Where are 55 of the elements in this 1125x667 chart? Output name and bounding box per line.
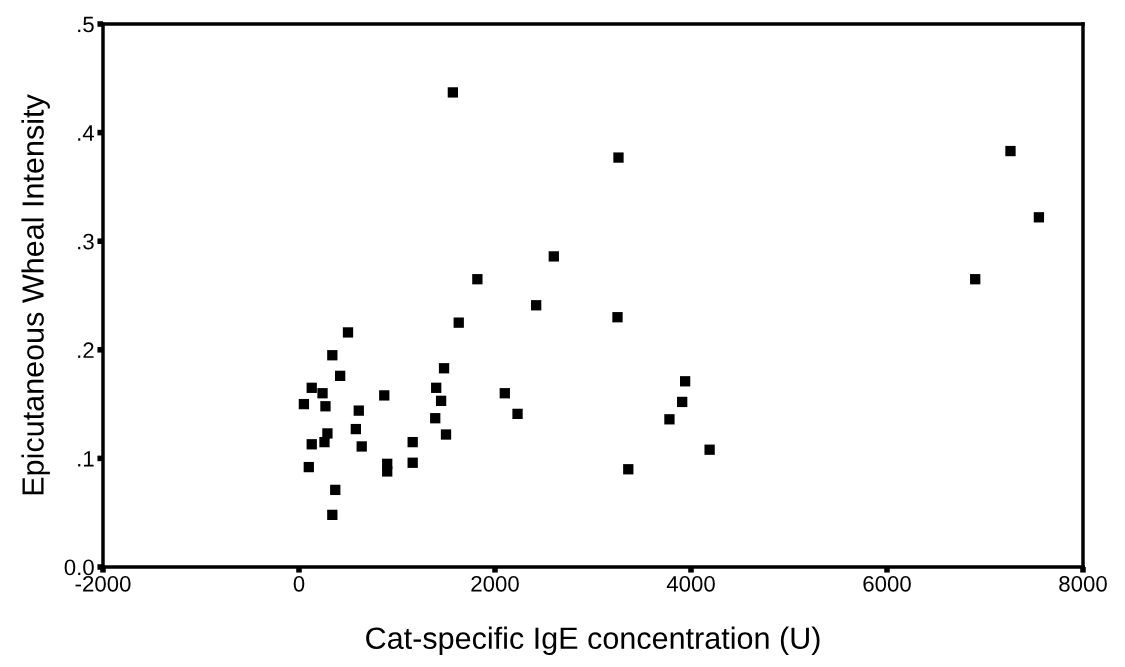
point: [531, 300, 542, 311]
point: [319, 436, 330, 448]
point: [382, 466, 393, 477]
x-tick-label: 4000: [666, 575, 715, 592]
point: [548, 251, 559, 262]
point: [407, 457, 418, 468]
y-axis-title: Epicutaneous Wheal Intensity: [21, 94, 50, 495]
point: [1005, 145, 1016, 157]
point: [330, 484, 341, 496]
point: [512, 408, 523, 420]
point: [440, 429, 452, 440]
point: [353, 405, 364, 416]
point: [320, 401, 331, 412]
y-tick-label: .2: [78, 342, 94, 358]
point: [327, 350, 338, 361]
y-tick-label: .3: [78, 233, 94, 250]
point: [677, 396, 688, 408]
point: [430, 413, 441, 424]
y-tick-label: .1: [78, 451, 94, 467]
point: [306, 439, 317, 450]
x-tick-label: 2000: [471, 575, 519, 592]
point: [327, 509, 338, 521]
point: [438, 363, 450, 374]
point: [613, 152, 624, 163]
point: [612, 312, 623, 323]
point: [704, 444, 715, 455]
point: [356, 441, 367, 452]
point: [453, 317, 464, 328]
y-tick-label: 0.0: [64, 559, 94, 576]
point: [342, 327, 354, 338]
point: [350, 423, 361, 435]
point: [970, 274, 981, 285]
point: [431, 382, 442, 393]
point: [298, 398, 310, 410]
point: [303, 461, 314, 473]
y-tick-label: .4: [78, 125, 95, 141]
x-tick-label: 8000: [1059, 575, 1107, 592]
x-tick-label: -2000: [75, 575, 131, 592]
x-tick-label: 6000: [863, 575, 911, 592]
point: [407, 436, 418, 448]
point: [1033, 212, 1045, 223]
point: [379, 390, 390, 401]
point: [447, 87, 459, 98]
point: [679, 376, 691, 387]
x-tick-label: 0: [293, 575, 305, 592]
point: [435, 395, 447, 406]
point: [664, 414, 675, 425]
point: [623, 464, 634, 475]
point: [317, 388, 328, 399]
point: [306, 382, 317, 393]
x-axis-title: Cat-specific IgE concentration (U): [366, 626, 820, 656]
point: [499, 388, 510, 399]
y-tick-label: .5: [78, 16, 94, 33]
point: [472, 274, 483, 285]
point: [335, 370, 346, 382]
